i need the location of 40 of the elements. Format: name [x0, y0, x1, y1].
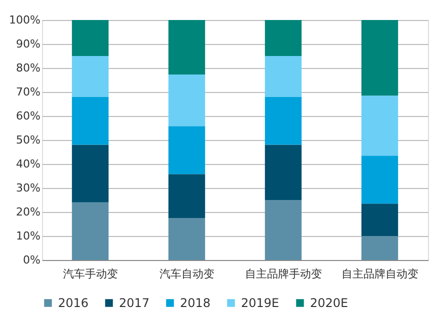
y-tick-label: 70%	[16, 86, 40, 98]
y-tick-label: 30%	[16, 182, 40, 194]
y-tick-label: 100%	[9, 14, 40, 26]
x-tick-label: 汽车自动变	[159, 268, 214, 280]
bar	[168, 126, 206, 174]
bar	[264, 96, 302, 145]
y-tick-label: 60%	[16, 110, 40, 122]
bar	[361, 156, 398, 204]
bar	[72, 144, 109, 202]
bar	[168, 20, 206, 74]
legend-label: 2018	[180, 296, 211, 310]
bar	[72, 56, 109, 97]
bar	[168, 218, 206, 260]
y-tick-label: 90%	[16, 38, 40, 50]
bar	[72, 202, 109, 260]
bar	[264, 200, 302, 260]
legend-label: 2017	[119, 296, 150, 310]
x-tick-label: 自主品牌自动变	[341, 268, 418, 280]
y-tick-label: 80%	[16, 62, 40, 74]
bar	[72, 20, 109, 56]
x-tick-label: 汽车手动变	[62, 268, 118, 280]
bar	[168, 74, 206, 126]
bar	[72, 96, 109, 145]
y-tick-label: 40%	[16, 158, 40, 170]
y-tick-label: 50%	[16, 134, 40, 146]
bar	[168, 174, 206, 218]
bar	[264, 144, 302, 200]
y-tick-label: 10%	[16, 230, 40, 242]
y-tick-label: 0%	[23, 254, 40, 266]
legend-label: 2019E	[241, 296, 280, 310]
bar	[361, 96, 398, 156]
bar	[361, 20, 398, 96]
x-tick-label: 自主品牌手动变	[244, 268, 322, 280]
bar	[264, 20, 302, 56]
legend-label: 2020E	[310, 296, 348, 310]
bar	[361, 204, 398, 236]
y-tick-label: 20%	[16, 206, 40, 218]
bar	[264, 56, 302, 97]
bar	[361, 236, 398, 260]
legend-label: 2016	[58, 296, 89, 310]
